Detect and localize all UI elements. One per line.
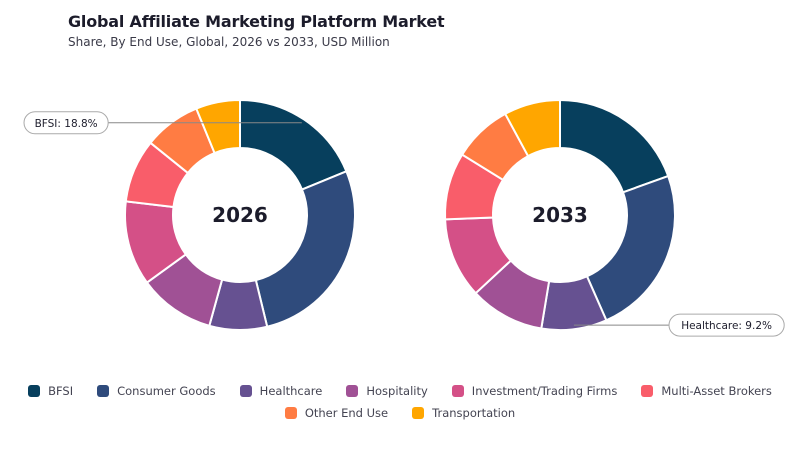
legend: BFSI Consumer Goods Healthcare Hospitality I… xyxy=(10,384,790,420)
legend-swatch xyxy=(641,385,654,397)
legend-label: Hospitality xyxy=(366,384,428,398)
slice-2033-transportation[interactable] xyxy=(503,98,561,158)
legend-item-healthcare[interactable]: Healthcare xyxy=(239,384,323,398)
chart-subtitle: Share, By End Use, Global, 2026 vs 2033,… xyxy=(68,35,390,49)
legend-swatch xyxy=(346,385,359,397)
legend-label: BFSI xyxy=(48,384,74,398)
legend-item-consumer-goods[interactable]: Consumer Goods xyxy=(97,384,216,398)
legend-label: Consumer Goods xyxy=(117,384,216,398)
legend-item-transportation[interactable]: Transportation xyxy=(412,406,515,420)
callout-label-2033: Healthcare: 9.2% xyxy=(681,320,772,332)
callout-label-2026: BFSI: 18.8% xyxy=(35,118,98,130)
legend-swatch xyxy=(97,385,110,397)
slice-2033-bfsi[interactable] xyxy=(559,98,670,194)
legend-label: Multi-Asset Brokers xyxy=(661,384,772,398)
legend-item-investment-trading-firms[interactable]: Investment/Trading Firms xyxy=(451,384,618,398)
legend-item-bfsi[interactable]: BFSI xyxy=(28,384,73,398)
slice-2026-transportation[interactable] xyxy=(195,98,241,155)
callout-box-2033 xyxy=(668,313,785,337)
slice-2026-consumer-goods[interactable] xyxy=(254,170,356,328)
legend-label: Healthcare xyxy=(259,384,323,398)
callout-box-2026 xyxy=(23,111,109,135)
center-label-2033: 2033 xyxy=(532,203,588,227)
center-label-2026: 2026 xyxy=(212,203,268,227)
legend-swatch xyxy=(284,407,297,419)
legend-item-multi-asset-brokers[interactable]: Multi-Asset Brokers xyxy=(641,384,772,398)
chart-title: Global Affiliate Marketing Platform Mark… xyxy=(68,12,445,31)
slice-2033-consumer-goods[interactable] xyxy=(585,174,676,322)
legend-label: Investment/Trading Firms xyxy=(471,384,618,398)
legend-label: Other End Use xyxy=(304,406,389,420)
slice-2026-bfsi[interactable] xyxy=(239,98,348,191)
legend-item-hospitality[interactable]: Hospitality xyxy=(346,384,428,398)
legend-item-other-end-use[interactable]: Other End Use xyxy=(284,406,389,420)
legend-swatch xyxy=(28,385,41,397)
legend-swatch xyxy=(412,407,425,419)
legend-swatch xyxy=(239,385,252,397)
legend-label: Transportation xyxy=(432,406,516,420)
legend-swatch xyxy=(451,385,464,397)
